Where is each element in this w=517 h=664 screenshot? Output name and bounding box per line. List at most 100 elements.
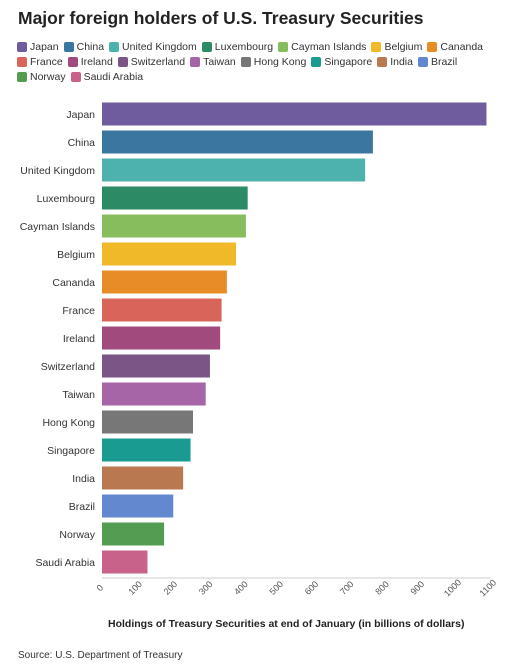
legend-item-taiwan: Taiwan: [190, 55, 236, 68]
bar-cayman-islands: [102, 214, 246, 238]
bar-japan: [102, 102, 487, 126]
x-axis-title: Holdings of Treasury Securities at end o…: [108, 618, 465, 630]
legend-item-hong-kong: Hong Kong: [240, 55, 307, 68]
legend-swatch: [371, 41, 382, 52]
bar-hong-kong: [102, 410, 194, 434]
legend-swatch: [311, 56, 322, 67]
category-label-china: China: [68, 137, 96, 149]
legend-item-india: India: [377, 55, 413, 68]
x-tick-label-800: 800: [373, 579, 391, 597]
legend-label: Luxembourg: [214, 40, 274, 53]
x-tick-label-600: 600: [303, 579, 321, 597]
legend-swatch: [17, 56, 27, 67]
legend-item-united-kingdom: United Kingdom: [109, 40, 197, 53]
category-label-ireland: Ireland: [63, 333, 95, 345]
x-tick-label-900: 900: [408, 579, 426, 597]
legend-swatch: [190, 56, 201, 67]
legend-label: Norway: [30, 70, 66, 83]
category-label-france: France: [62, 305, 95, 317]
bar-norway: [102, 522, 165, 546]
x-tick-label-700: 700: [338, 579, 356, 597]
legend-swatch: [240, 56, 251, 67]
legend-swatch: [201, 41, 212, 52]
legend-item-switzerland: Switzerland: [117, 55, 186, 68]
bar-saudi-arabia: [102, 550, 148, 574]
category-label-united-kingdom: United Kingdom: [20, 165, 95, 177]
legend-item-japan: Japan: [17, 40, 59, 53]
x-tick-label-200: 200: [162, 579, 180, 597]
legend-label: Brazil: [430, 55, 458, 68]
legend-swatch: [117, 56, 128, 67]
legend-item-cayman-islands: Cayman Islands: [278, 40, 366, 53]
category-label-cananda: Cananda: [52, 277, 95, 289]
legend-item-belgium: Belgium: [371, 40, 422, 53]
legend-swatch: [427, 41, 438, 52]
legend-label: Switzerland: [130, 55, 186, 68]
bar-india: [102, 466, 184, 490]
category-label-india: India: [72, 473, 95, 485]
legend-item-france: France: [17, 55, 63, 68]
x-tick-label-1000: 1000: [442, 577, 463, 598]
x-tick-label-0: 0: [95, 583, 106, 594]
legend-label: India: [390, 55, 413, 68]
legend-label: Saudi Arabia: [83, 70, 144, 83]
chart-legend: Japan China United Kingdom Luxembourg Cayman…: [17, 40, 507, 83]
legend-swatch: [70, 71, 81, 82]
legend-swatch: [17, 41, 27, 52]
category-label-brazil: Brazil: [69, 501, 95, 513]
category-label-singapore: Singapore: [47, 445, 95, 457]
bar-cananda: [102, 270, 227, 294]
legend-label: France: [30, 55, 63, 68]
legend-item-luxembourg: Luxembourg: [201, 40, 274, 53]
legend-item-ireland: Ireland: [67, 55, 113, 68]
bar-luxembourg: [102, 186, 248, 210]
bar-singapore: [102, 438, 191, 462]
bar-ireland: [102, 326, 221, 350]
bar-brazil: [102, 494, 174, 518]
legend-label: Cananda: [440, 40, 483, 53]
category-label-japan: Japan: [66, 109, 95, 121]
legend-label: Belgium: [384, 40, 423, 53]
category-label-taiwan: Taiwan: [62, 389, 95, 401]
legend-label: Ireland: [80, 55, 113, 68]
legend-swatch: [63, 41, 74, 52]
category-label-belgium: Belgium: [57, 249, 95, 261]
bar-taiwan: [102, 382, 206, 406]
x-tick-label-300: 300: [197, 579, 215, 597]
bar-china: [102, 130, 373, 154]
legend-swatch: [109, 41, 120, 52]
x-tick-label-400: 400: [232, 579, 250, 597]
category-label-norway: Norway: [59, 529, 95, 541]
legend-label: Cayman Islands: [291, 40, 367, 53]
legend-label: China: [76, 40, 105, 53]
bar-united-kingdom: [102, 158, 366, 182]
legend-swatch: [67, 56, 78, 67]
legend-label: Singapore: [324, 55, 373, 68]
source-note: Source: U.S. Department of Treasury: [18, 650, 183, 661]
legend-item-china: China: [63, 40, 105, 53]
bar-switzerland: [102, 354, 210, 378]
category-label-saudi-arabia: Saudi Arabia: [35, 557, 95, 569]
category-label-hong-kong: Hong Kong: [42, 417, 95, 429]
category-label-cayman-islands: Cayman Islands: [20, 221, 95, 233]
bar-belgium: [102, 242, 237, 266]
category-label-switzerland: Switzerland: [41, 361, 95, 373]
legend-item-singapore: Singapore: [311, 55, 372, 68]
legend-label: United Kingdom: [122, 40, 197, 53]
legend-item-brazil: Brazil: [417, 55, 458, 68]
legend-item-norway: Norway: [17, 70, 66, 83]
category-label-luxembourg: Luxembourg: [37, 193, 96, 205]
legend-swatch: [17, 71, 27, 82]
legend-label: Japan: [30, 40, 59, 53]
bar-france: [102, 298, 222, 322]
x-tick-label-500: 500: [267, 579, 285, 597]
legend-swatch: [417, 56, 428, 67]
legend-label: Hong Kong: [253, 55, 307, 68]
legend-swatch: [377, 56, 388, 67]
legend-label: Taiwan: [203, 55, 236, 68]
x-tick-label-1100: 1100: [477, 577, 498, 598]
legend-item-saudi-arabia: Saudi Arabia: [70, 70, 144, 83]
x-tick-label-100: 100: [126, 579, 144, 597]
chart-title: Major foreign holders of U.S. Treasury S…: [18, 8, 424, 28]
